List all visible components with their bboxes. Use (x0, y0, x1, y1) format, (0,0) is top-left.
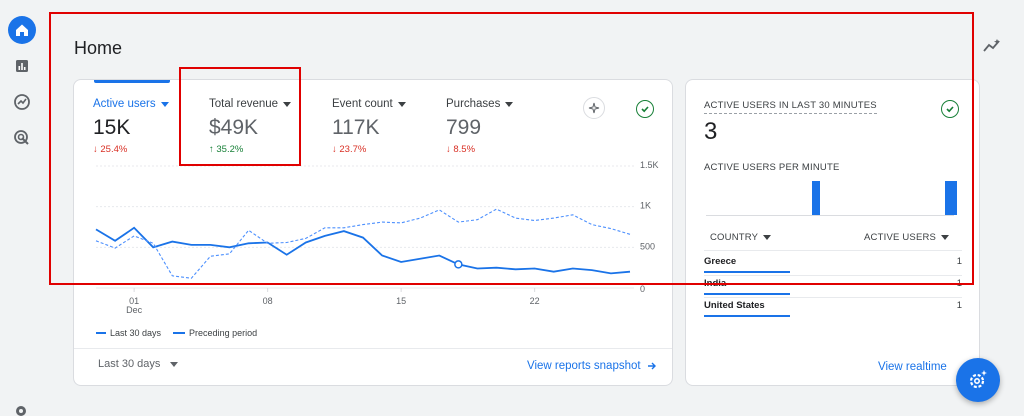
metric-change: ↓ 23.7% (332, 144, 367, 155)
x-tick-label: Dec (126, 305, 143, 315)
country-users: 1 (956, 300, 962, 311)
y-tick-label: 500 (640, 241, 655, 251)
gear-sparkle-icon (969, 370, 987, 389)
legend-item-last-30: Last 30 days (96, 328, 161, 338)
row-divider (704, 297, 962, 298)
country-name: Greece (704, 256, 737, 267)
country-name: United States (704, 300, 765, 311)
metric-label: Event count (332, 98, 393, 110)
caret-down-icon (505, 101, 514, 107)
date-range-label: Last 30 days (98, 358, 161, 370)
table-row: Greece 1 (704, 254, 962, 276)
legend-label: Preceding period (189, 328, 258, 338)
per-minute-bar-chart (706, 178, 958, 216)
x-tick-label: 15 (396, 296, 406, 306)
y-tick-label: 0 (640, 284, 645, 294)
caret-down-icon (397, 101, 406, 107)
left-nav-rail (0, 0, 44, 416)
view-reports-label: View reports snapshot (527, 360, 641, 372)
reports-icon[interactable] (8, 52, 36, 80)
y-tick-label: 1.5K (640, 160, 659, 170)
metric-event-count[interactable]: Event count 117K ↓ 23.7% (332, 98, 406, 155)
table-row: United States 1 (704, 298, 962, 320)
active-users-column-header[interactable]: ACTIVE USERS (864, 232, 950, 243)
view-realtime-link[interactable]: View realtime (878, 361, 947, 373)
country-name: India (704, 278, 727, 289)
x-tick-label: 01 (129, 296, 139, 306)
row-bar (704, 293, 790, 295)
legend-label: Last 30 days (110, 328, 162, 338)
insights-icon[interactable] (982, 38, 1002, 59)
page-title: Home (74, 38, 123, 58)
metric-value: 799 (446, 116, 482, 139)
metric-change: ↓ 8.5% (446, 144, 476, 155)
metric-active-users[interactable]: Active users 15K ↓ 25.4% (93, 98, 169, 155)
caret-down-icon (160, 101, 169, 107)
explore-icon[interactable] (8, 88, 36, 116)
metric-label: Active users (93, 98, 156, 110)
caret-down-icon (170, 361, 179, 367)
per-minute-label: ACTIVE USERS PER MINUTE (704, 162, 840, 173)
table-divider (704, 250, 962, 251)
y-tick-label: 1K (640, 201, 651, 211)
highlight-point (454, 260, 463, 269)
per-minute-bar (949, 181, 958, 215)
metric-total-revenue[interactable]: Total revenue $49K ↑ 35.2% (209, 98, 292, 155)
row-bar (704, 271, 790, 273)
card-divider (74, 348, 672, 349)
caret-down-icon (763, 235, 772, 240)
metric-label: Total revenue (209, 98, 279, 110)
check-circle-icon (636, 100, 654, 118)
caret-down-icon (941, 235, 950, 240)
series-line-last-30-days (95, 226, 631, 275)
arrow-right-icon (647, 362, 656, 370)
date-range-dropdown[interactable]: Last 30 days (98, 358, 179, 370)
settings-fab[interactable] (956, 358, 1000, 402)
view-reports-snapshot-link[interactable]: View reports snapshot (527, 360, 657, 372)
realtime-title[interactable]: ACTIVE USERS IN LAST 30 MINUTES (704, 100, 877, 114)
metric-label: Purchases (446, 98, 501, 110)
check-circle-icon (941, 100, 959, 118)
table-row: India 1 (704, 276, 962, 298)
x-tick-label: 22 (530, 296, 540, 306)
home-icon[interactable] (8, 16, 36, 44)
country-column-header[interactable]: COUNTRY (710, 232, 772, 243)
legend-swatch-dashed (173, 332, 186, 334)
metric-value: $49K (209, 116, 259, 139)
metric-purchases[interactable]: Purchases 799 ↓ 8.5% (446, 98, 514, 155)
realtime-card: ACTIVE USERS IN LAST 30 MINUTES 3 ACTIVE… (685, 79, 980, 386)
insights-sparkle-icon[interactable] (583, 97, 605, 119)
metric-change: ↓ 25.4% (93, 144, 128, 155)
realtime-value: 3 (704, 118, 718, 145)
country-users: 1 (956, 256, 962, 267)
overview-card: Active users 15K ↓ 25.4% Total revenue $… (73, 79, 673, 386)
x-tick-label: 08 (263, 296, 273, 306)
metric-value: 15K (93, 116, 131, 139)
per-minute-bar (944, 181, 953, 215)
country-header-label: COUNTRY (710, 232, 759, 243)
per-minute-bar (811, 181, 820, 215)
series-line-preceding-period (95, 208, 631, 279)
advertising-icon[interactable] (8, 124, 36, 152)
legend-swatch-solid (96, 332, 106, 334)
metric-change: ↑ 35.2% (209, 144, 244, 155)
row-divider (704, 275, 962, 276)
view-realtime-label: View realtime (878, 361, 947, 373)
country-users: 1 (956, 278, 962, 289)
legend-item-preceding: Preceding period (173, 328, 257, 338)
active-users-header-label: ACTIVE USERS (864, 232, 937, 243)
active-tab-indicator (94, 80, 170, 83)
admin-gear-icon[interactable] (14, 404, 28, 416)
metric-value: 117K (332, 116, 380, 139)
row-bar (704, 315, 790, 317)
chart-legend: Last 30 days Preceding period (96, 328, 257, 338)
caret-down-icon (283, 101, 292, 107)
